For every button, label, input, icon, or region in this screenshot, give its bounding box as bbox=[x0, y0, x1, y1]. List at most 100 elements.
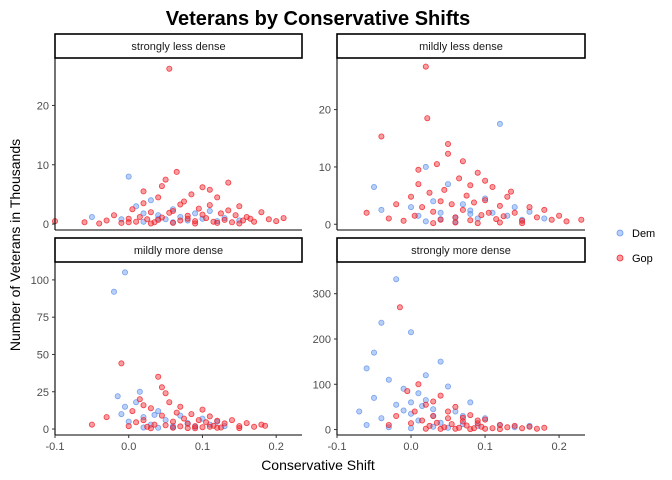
point-gop bbox=[424, 115, 431, 122]
point-gop bbox=[206, 423, 213, 430]
point-dem bbox=[125, 418, 132, 425]
point-gop bbox=[188, 411, 195, 418]
point-dem bbox=[467, 210, 474, 217]
y-tick-label: 20 bbox=[319, 105, 331, 117]
point-gop bbox=[236, 220, 243, 227]
point-gop bbox=[467, 426, 474, 433]
y-tick-label: 0 bbox=[325, 219, 331, 231]
point-dem bbox=[393, 276, 400, 283]
y-tick-label: 10 bbox=[37, 160, 49, 172]
facet-panels: strongly less dense 0 10 20 mildly less dens… bbox=[31, 33, 586, 453]
point-gop bbox=[125, 423, 132, 430]
point-gop bbox=[184, 215, 191, 222]
point-gop bbox=[385, 421, 392, 428]
x-tick-label: 0.0 bbox=[121, 441, 136, 453]
point-dem bbox=[437, 209, 444, 216]
point-gop bbox=[232, 212, 239, 219]
strip-label: strongly less dense bbox=[131, 41, 225, 53]
points bbox=[356, 276, 548, 433]
points bbox=[88, 269, 269, 432]
point-gop bbox=[437, 198, 444, 205]
point-dem bbox=[363, 365, 370, 372]
strip-header bbox=[336, 33, 586, 59]
point-gop bbox=[422, 425, 429, 432]
point-gop bbox=[444, 408, 451, 415]
point-gop bbox=[125, 219, 132, 226]
strip-label: mildly less dense bbox=[419, 41, 503, 53]
point-gop bbox=[184, 425, 191, 432]
point-gop bbox=[258, 209, 265, 216]
legend-dem-marker bbox=[616, 229, 624, 237]
strip-label: mildly more dense bbox=[134, 245, 223, 257]
point-gop bbox=[155, 216, 162, 223]
point-gop bbox=[474, 220, 481, 227]
point-gop bbox=[478, 212, 485, 219]
point-gop bbox=[81, 219, 88, 226]
point-gop bbox=[147, 220, 154, 227]
point-gop bbox=[158, 384, 165, 391]
point-gop bbox=[419, 204, 426, 211]
point-gop bbox=[452, 214, 459, 221]
point-gop bbox=[166, 209, 173, 216]
point-dem bbox=[430, 198, 437, 205]
point-gop bbox=[225, 207, 232, 214]
point-gop bbox=[415, 181, 422, 188]
point-dem bbox=[169, 206, 176, 213]
point-gop bbox=[448, 201, 455, 208]
points bbox=[52, 65, 287, 227]
point-gop bbox=[199, 406, 206, 413]
point-gop bbox=[556, 212, 563, 219]
legend-dem-label: Dem bbox=[632, 228, 655, 240]
point-dem bbox=[437, 358, 444, 365]
point-gop bbox=[459, 414, 466, 421]
point-gop bbox=[228, 417, 235, 424]
point-gop bbox=[214, 424, 221, 431]
point-gop bbox=[407, 193, 414, 200]
point-gop bbox=[251, 423, 258, 430]
point-dem bbox=[155, 408, 162, 415]
point-gop bbox=[129, 408, 136, 415]
point-dem bbox=[415, 390, 422, 397]
y-tick-label: 50 bbox=[37, 349, 49, 361]
point-gop bbox=[103, 217, 110, 224]
point-gop bbox=[448, 421, 455, 428]
y-tick-label: 100 bbox=[313, 379, 331, 391]
point-gop bbox=[489, 183, 496, 190]
point-gop bbox=[463, 192, 470, 199]
point-dem bbox=[370, 183, 377, 190]
point-gop bbox=[433, 161, 440, 168]
points bbox=[363, 63, 585, 227]
legend-gop-label: Gop bbox=[632, 253, 653, 265]
point-dem bbox=[430, 406, 437, 413]
x-tick-label: 0.0 bbox=[403, 441, 418, 453]
point-gop bbox=[404, 388, 411, 395]
y-tick-label: 0 bbox=[43, 424, 49, 436]
point-gop bbox=[482, 416, 489, 423]
point-gop bbox=[563, 218, 570, 225]
point-gop bbox=[519, 425, 526, 432]
point-gop bbox=[180, 415, 187, 422]
point-dem bbox=[422, 397, 429, 404]
y-tick-label: 20 bbox=[37, 100, 49, 112]
point-dem bbox=[136, 388, 143, 395]
point-gop bbox=[214, 219, 221, 226]
point-gop bbox=[247, 215, 254, 222]
point-gop bbox=[236, 203, 243, 210]
point-gop bbox=[118, 219, 125, 226]
point-dem bbox=[378, 415, 385, 422]
point-gop bbox=[467, 182, 474, 189]
point-dem bbox=[162, 417, 169, 424]
point-dem bbox=[370, 394, 377, 401]
point-gop bbox=[496, 202, 503, 209]
point-gop bbox=[433, 419, 440, 426]
point-dem bbox=[147, 197, 154, 204]
point-gop bbox=[155, 194, 162, 201]
point-gop bbox=[482, 177, 489, 184]
point-gop bbox=[188, 191, 195, 198]
point-dem bbox=[378, 206, 385, 213]
point-gop bbox=[158, 412, 165, 419]
point-dem bbox=[140, 414, 147, 421]
point-gop bbox=[578, 216, 585, 223]
point-gop bbox=[400, 217, 407, 224]
y-tick-label: 100 bbox=[31, 275, 49, 287]
